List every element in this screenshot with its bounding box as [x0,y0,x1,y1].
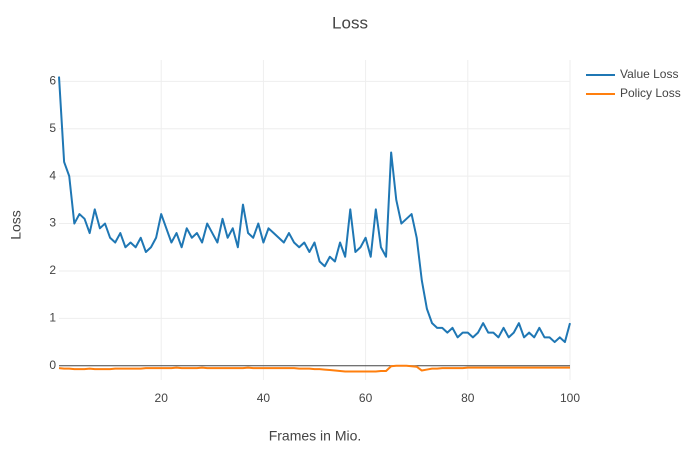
y-tick-label: 0 [49,358,56,372]
y-tick-label: 6 [49,74,56,88]
x-tick-label: 80 [461,391,475,405]
y-tick-label: 3 [49,216,56,230]
series-line [58,76,571,344]
y-axis-title: Loss [8,210,24,240]
x-tick-label: 40 [257,391,271,405]
x-tick-label: 60 [359,391,373,405]
x-axis-title: Frames in Mio. [269,428,362,444]
y-tick-label: 1 [49,311,56,325]
legend-label: Policy Loss [620,86,681,100]
legend-label: Value Loss [620,67,678,81]
y-tick-label: 5 [49,121,56,135]
y-tick-label: 2 [49,263,56,277]
x-tick-label: 100 [560,391,580,405]
chart-title: Loss [332,13,368,32]
series-line [58,364,570,373]
x-tick-label: 20 [155,391,169,405]
y-tick-label: 4 [49,168,56,182]
